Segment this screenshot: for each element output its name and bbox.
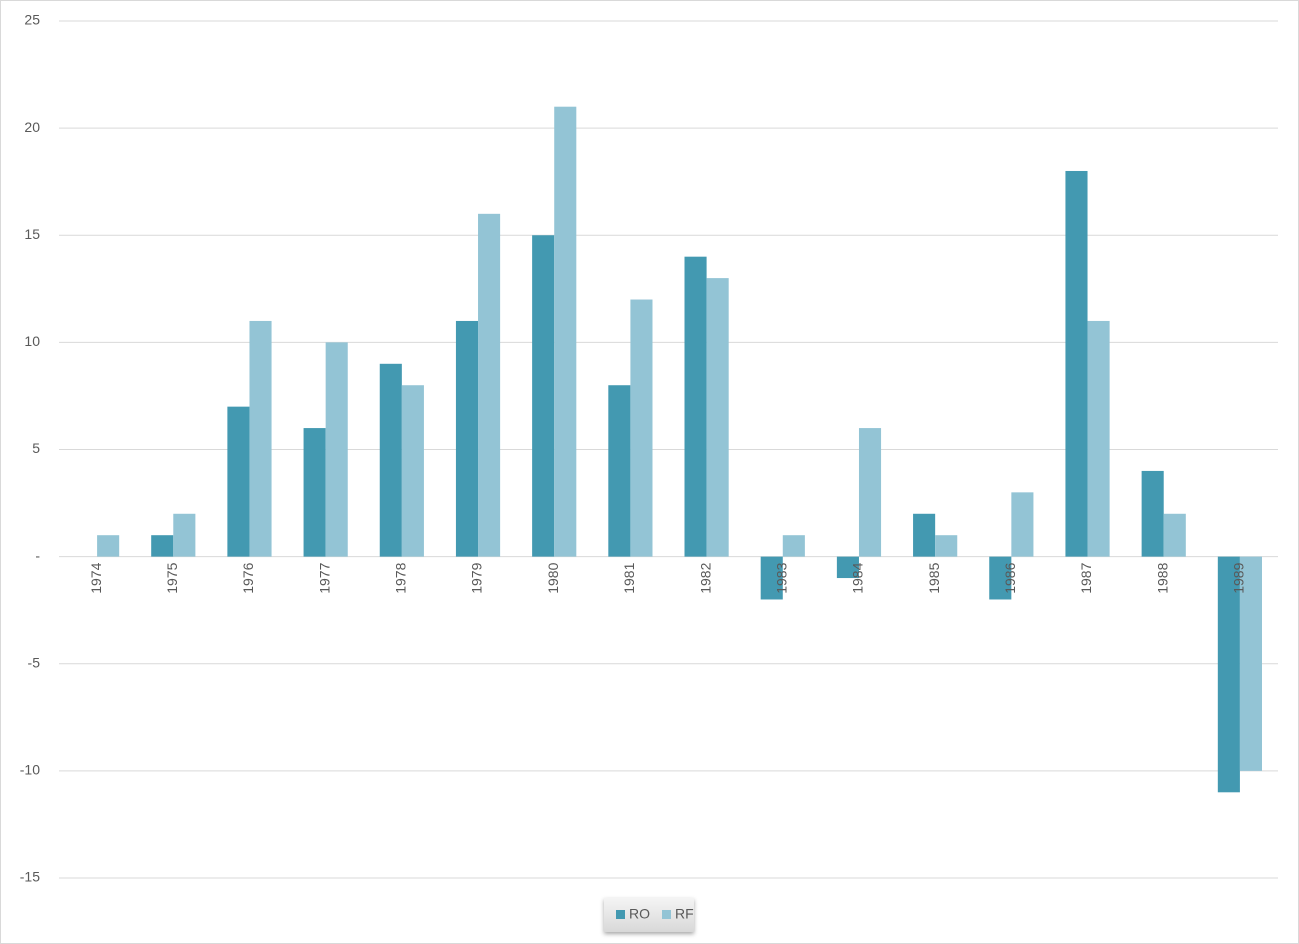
- bar: [478, 213, 501, 557]
- legend-swatch: [616, 910, 625, 919]
- bar: [684, 256, 707, 557]
- legend-label: RO: [629, 906, 650, 922]
- bar: [706, 278, 729, 557]
- y-tick-label: -10: [20, 762, 40, 778]
- bar: [858, 428, 882, 557]
- x-tick-label: 1976: [240, 562, 256, 593]
- bar: [630, 299, 653, 557]
- y-tick-label: 15: [24, 226, 40, 242]
- bar: [401, 385, 424, 557]
- x-tick-label: 1975: [164, 562, 180, 593]
- bar: [1239, 556, 1263, 771]
- bar: [554, 106, 577, 557]
- plot-area: [59, 20, 1278, 879]
- bar: [935, 535, 958, 557]
- x-tick-label: 1984: [850, 562, 866, 593]
- bar: [1065, 170, 1088, 557]
- y-tick-label: 25: [24, 12, 40, 28]
- bar: [1141, 470, 1164, 557]
- bar: [1087, 320, 1110, 557]
- bar: [151, 535, 174, 557]
- legend-swatch: [662, 910, 671, 919]
- x-tick-label: 1985: [926, 562, 942, 593]
- x-tick-label: 1981: [621, 562, 637, 593]
- bar: [782, 535, 805, 557]
- x-tick-label: 1978: [393, 562, 409, 593]
- x-tick-label: 1982: [697, 562, 713, 593]
- y-tick-label: -: [35, 547, 40, 563]
- y-tick-label: -15: [20, 869, 40, 885]
- bar: [1217, 556, 1240, 793]
- x-tick-label: 1979: [469, 562, 485, 593]
- x-tick-label: 1983: [773, 562, 789, 593]
- bar: [249, 320, 272, 557]
- x-tick-label: 1974: [88, 562, 104, 593]
- y-tick-label: 20: [24, 119, 40, 135]
- bar: [1011, 492, 1034, 557]
- x-tick-label: 1980: [545, 562, 561, 593]
- x-tick-label: 1989: [1231, 562, 1247, 593]
- bar: [455, 320, 479, 557]
- x-tick-label: 1987: [1078, 562, 1094, 593]
- x-tick-label: 1986: [1002, 562, 1018, 593]
- y-tick-label: 10: [24, 333, 40, 349]
- bar: [913, 513, 936, 557]
- y-tick-label: -5: [28, 654, 41, 670]
- bar: [836, 556, 859, 579]
- bar: [325, 342, 348, 557]
- bar: [173, 513, 196, 557]
- bar: [989, 556, 1012, 600]
- bar: [1163, 513, 1186, 557]
- bar: [303, 428, 326, 557]
- bar: [97, 535, 120, 557]
- x-tick-label: 1977: [316, 562, 332, 593]
- bar: [227, 406, 250, 557]
- x-tick-label: 1988: [1154, 562, 1170, 593]
- bar: [532, 235, 555, 557]
- legend: RO RF: [604, 898, 694, 932]
- bar: [760, 556, 783, 600]
- legend-label: RF: [675, 906, 694, 922]
- bar: [608, 385, 631, 557]
- bar: [379, 363, 402, 557]
- y-tick-label: 5: [32, 440, 40, 456]
